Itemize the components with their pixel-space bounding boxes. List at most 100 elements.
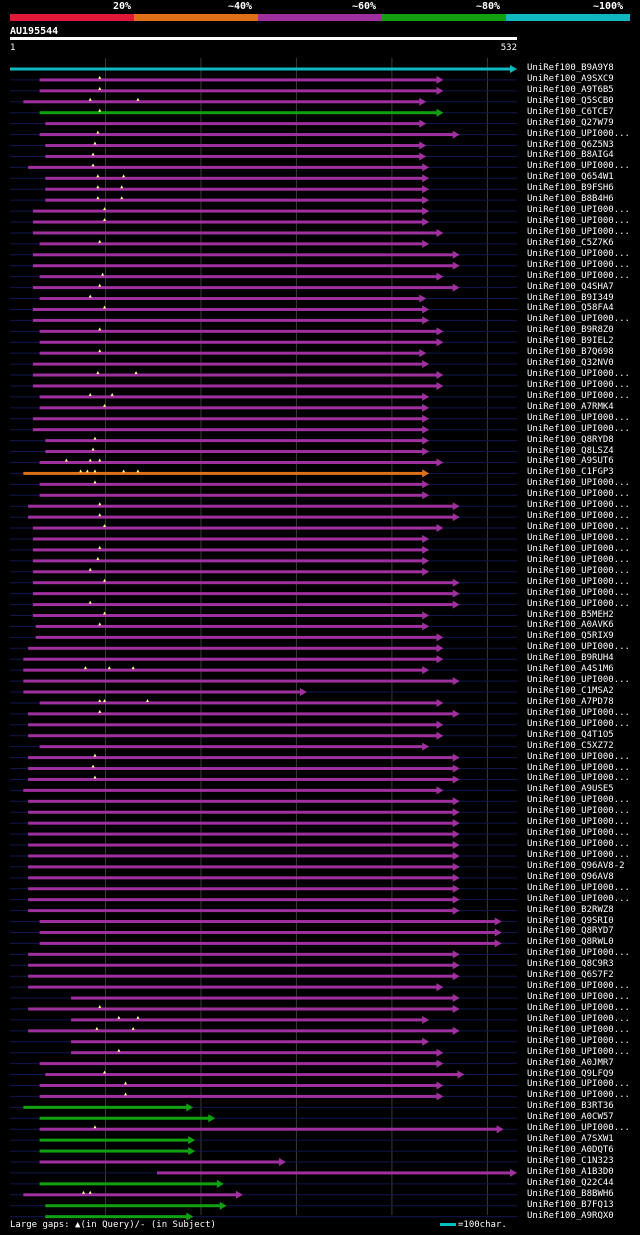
hit-label[interactable]: UniRef100_UPI000... — [527, 1123, 630, 1134]
hit-label[interactable]: UniRef100_UPI000... — [527, 314, 630, 325]
hit-bar[interactable] — [32, 428, 424, 432]
hit-label[interactable]: UniRef100_UPI000... — [527, 1079, 630, 1090]
hit-bar[interactable] — [45, 439, 424, 443]
hit-label[interactable]: UniRef100_A9USE5 — [527, 784, 614, 795]
hit-bar[interactable] — [32, 318, 424, 322]
hit-bar[interactable] — [28, 777, 454, 781]
hit-bar[interactable] — [39, 930, 496, 934]
hit-bar[interactable] — [71, 1018, 424, 1022]
hit-bar[interactable] — [28, 887, 454, 891]
hit-label[interactable]: UniRef100_Q4T1O5 — [527, 729, 614, 740]
hit-label[interactable]: UniRef100_UPI000... — [527, 565, 630, 576]
hit-label[interactable]: UniRef100_UPI000... — [527, 992, 630, 1003]
hit-bar[interactable] — [28, 810, 454, 814]
hit-label[interactable]: UniRef100_UPI000... — [527, 1013, 630, 1024]
hit-label[interactable]: UniRef100_UPI000... — [527, 1002, 630, 1013]
hit-label[interactable]: UniRef100_UPI000... — [527, 675, 630, 686]
hit-bar[interactable] — [32, 559, 424, 563]
hit-label[interactable]: UniRef100_Q8C9R3 — [527, 959, 614, 970]
hit-label[interactable]: UniRef100_UPI000... — [527, 205, 630, 216]
hit-label[interactable]: UniRef100_A0AVK6 — [527, 620, 614, 631]
hit-label[interactable]: UniRef100_UPI000... — [527, 1024, 630, 1035]
hit-bar[interactable] — [28, 952, 454, 956]
hit-label[interactable]: UniRef100_Q5RIX9 — [527, 631, 614, 642]
hit-bar[interactable] — [28, 723, 438, 727]
hit-label[interactable]: UniRef100_Q8RYD7 — [527, 926, 614, 937]
hit-label[interactable]: UniRef100_Q8RYD8 — [527, 434, 614, 445]
hit-bar[interactable] — [39, 941, 496, 945]
hit-bar[interactable] — [32, 526, 438, 530]
hit-bar[interactable] — [39, 1094, 438, 1098]
hit-label[interactable]: UniRef100_UPI000... — [527, 587, 630, 598]
hit-bar[interactable] — [32, 307, 424, 311]
hit-bar[interactable] — [28, 985, 438, 989]
hit-bar[interactable] — [28, 646, 438, 650]
hit-bar[interactable] — [28, 821, 454, 825]
hit-bar[interactable] — [39, 275, 438, 279]
hit-bar[interactable] — [32, 384, 438, 388]
hit-bar[interactable] — [39, 493, 424, 497]
hit-label[interactable]: UniRef100_UPI000... — [527, 751, 630, 762]
hit-bar[interactable] — [32, 253, 454, 257]
hit-bar[interactable] — [45, 450, 424, 454]
hit-bar[interactable] — [28, 165, 424, 169]
hit-label[interactable]: UniRef100_B9IEL2 — [527, 336, 614, 347]
hit-bar[interactable] — [28, 756, 454, 760]
hit-bar[interactable] — [39, 351, 421, 355]
hit-label[interactable]: UniRef100_A7RMK4 — [527, 401, 614, 412]
hit-bar[interactable] — [28, 898, 454, 902]
hit-bar[interactable] — [39, 701, 438, 705]
hit-bar[interactable] — [71, 996, 454, 1000]
hit-label[interactable]: UniRef100_A0CW57 — [527, 1112, 614, 1123]
hit-label[interactable]: UniRef100_A7SXW1 — [527, 1134, 614, 1145]
hit-label[interactable]: UniRef100_Q4SHA7 — [527, 281, 614, 292]
hit-bar[interactable] — [32, 417, 424, 421]
hit-label[interactable]: UniRef100_UPI000... — [527, 522, 630, 533]
hit-label[interactable]: UniRef100_Q96AV8-2 — [527, 860, 625, 871]
hit-label[interactable]: UniRef100_Q6S7F2 — [527, 970, 614, 981]
hit-label[interactable]: UniRef100_B7FQ13 — [527, 1199, 614, 1210]
hit-bar[interactable] — [45, 198, 424, 202]
hit-label[interactable]: UniRef100_UPI000... — [527, 554, 630, 565]
hit-bar[interactable] — [28, 799, 454, 803]
hit-label[interactable]: UniRef100_UPI000... — [527, 795, 630, 806]
hit-label[interactable]: UniRef100_C1N323 — [527, 1156, 614, 1166]
hit-label[interactable]: UniRef100_A9SUT6 — [527, 456, 614, 467]
hit-label[interactable]: UniRef100_UPI000... — [527, 893, 630, 904]
hit-bar[interactable] — [45, 1204, 221, 1208]
hit-bar[interactable] — [39, 406, 424, 410]
hit-bar[interactable] — [45, 144, 421, 148]
hit-label[interactable]: UniRef100_B5MEH2 — [527, 609, 614, 620]
hit-bar[interactable] — [39, 1127, 498, 1131]
hit-label[interactable]: UniRef100_UPI000... — [527, 762, 630, 773]
hit-label[interactable]: UniRef100_A9T6B5 — [527, 84, 614, 95]
hit-bar[interactable] — [39, 78, 438, 82]
hit-bar[interactable] — [39, 89, 438, 93]
hit-bar[interactable] — [23, 679, 454, 683]
hit-bar[interactable] — [32, 614, 424, 617]
hit-label[interactable]: UniRef100_UPI000... — [527, 412, 630, 423]
hit-label[interactable]: UniRef100_Q58FA4 — [527, 303, 614, 314]
hit-label[interactable]: UniRef100_UPI000... — [527, 828, 630, 839]
hit-bar[interactable] — [23, 690, 301, 694]
hit-label[interactable]: UniRef100_UPI000... — [527, 379, 630, 390]
hit-label[interactable]: UniRef100_A4S1M6 — [527, 664, 614, 675]
hit-label[interactable]: UniRef100_A9RQX0 — [527, 1210, 614, 1221]
hit-bar[interactable] — [39, 133, 454, 137]
hit-bar[interactable] — [28, 767, 454, 771]
hit-label[interactable]: UniRef100_Q96AV8 — [527, 871, 614, 882]
hit-bar[interactable] — [39, 1182, 218, 1186]
hit-bar[interactable] — [28, 712, 454, 716]
hit-label[interactable]: UniRef100_C1MSA2 — [527, 686, 614, 696]
hit-bar[interactable] — [28, 865, 454, 869]
hit-bar[interactable] — [39, 920, 496, 924]
hit-bar[interactable] — [39, 340, 438, 344]
hit-bar[interactable] — [32, 548, 424, 552]
hit-label[interactable]: UniRef100_UPI000... — [527, 707, 630, 718]
hit-label[interactable]: UniRef100_Q8RWL0 — [527, 937, 614, 948]
hit-bar[interactable] — [28, 515, 454, 519]
hit-bar[interactable] — [39, 1138, 190, 1142]
hit-bar[interactable] — [35, 624, 424, 628]
hit-label[interactable]: UniRef100_UPI000... — [527, 817, 630, 828]
hit-bar[interactable] — [39, 395, 424, 399]
